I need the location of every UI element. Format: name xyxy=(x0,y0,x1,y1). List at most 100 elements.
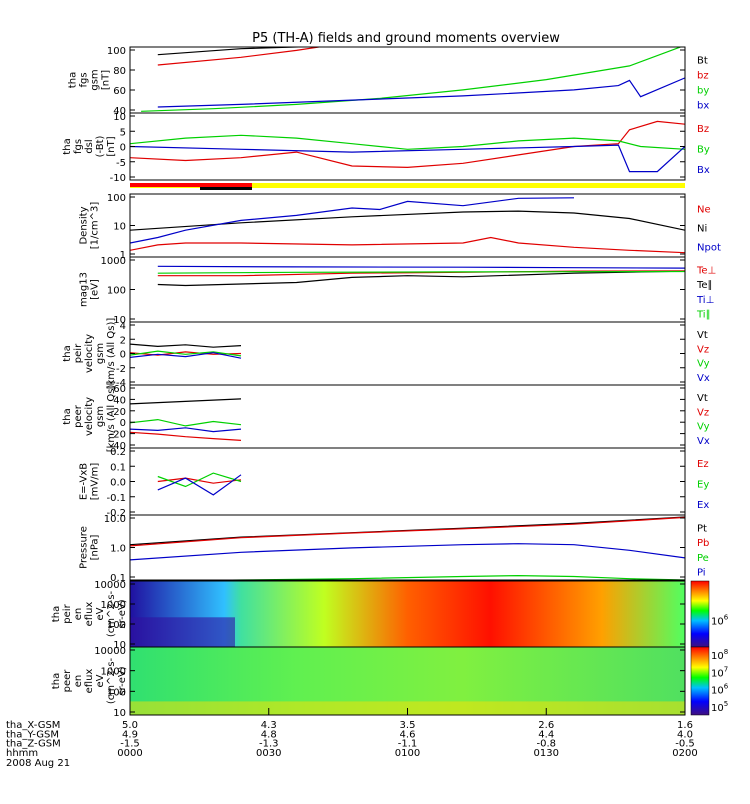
series-by xyxy=(141,47,683,112)
legend-label: Vt xyxy=(697,330,708,341)
series-bx xyxy=(130,144,685,173)
y-tick-label: -5 xyxy=(116,158,126,169)
y-axis-label: thapeirvelocitygsm[km/s (All Qs)] xyxy=(62,318,117,390)
y-axis-label: thafgsdsl(-Bt)[nT] xyxy=(62,135,117,157)
panel-frame xyxy=(129,112,686,181)
y-tick-label: 0.0 xyxy=(110,478,126,489)
quality-bar-red xyxy=(130,183,252,187)
series-vy xyxy=(130,350,242,357)
colorbar-tick-label: 106 xyxy=(711,683,729,697)
time-axis-value: 4.0 xyxy=(677,729,693,740)
time-axis-value: 0000 xyxy=(117,748,142,759)
y-tick-label: 0 xyxy=(120,418,126,429)
y-tick-label: 100 xyxy=(107,620,126,631)
legend-label: Vz xyxy=(697,344,709,355)
y-tick-label: 2 xyxy=(120,335,126,346)
y-axis-label: mag13[eV] xyxy=(79,272,101,307)
legend-label: Ex xyxy=(697,500,709,511)
time-axis-row-label: tha_X-GSM xyxy=(6,720,60,731)
time-axis: tha_X-GSM 5.0 4.3 3.5 2.6 1.6 tha_Y-GSM 4.9 4.8 4… xyxy=(6,708,698,769)
legend-label: Vx xyxy=(697,373,710,384)
legend-label: bx xyxy=(697,101,709,112)
legend-label: Bz xyxy=(697,124,709,135)
y-tick-label: 10.0 xyxy=(104,514,126,525)
series-pb xyxy=(130,516,685,547)
colorbar xyxy=(690,580,710,648)
time-axis-value: 0100 xyxy=(395,748,420,759)
y-tick-label: 10 xyxy=(113,708,126,719)
time-axis-row-label: tha_Y-GSM xyxy=(6,729,59,740)
time-axis-value: 1.6 xyxy=(677,720,693,731)
panel-1: Bt bz by bx 100 80 60 40 thafgsgsm[nT] xyxy=(68,46,710,117)
y-tick-label: 1000 xyxy=(101,256,126,267)
colorbar-tick-label: 105 xyxy=(711,700,728,714)
panel-frame xyxy=(129,46,686,114)
y-tick-label: 100 xyxy=(107,193,126,204)
legend-label: Ni xyxy=(697,224,707,235)
colorbar-tick-label: 107 xyxy=(711,665,728,679)
time-axis-value: 4.6 xyxy=(400,729,416,740)
panel-7: Ez Ey Ex 0.2 0.1 0.0 -0.1 -0.2 E=-VxB[mV/m] xyxy=(79,447,710,519)
y-tick-label: 1000 xyxy=(101,600,126,611)
y-tick-label: 80 xyxy=(113,66,126,77)
time-axis-value: -1.5 xyxy=(120,739,140,750)
y-tick-label: -0.1 xyxy=(106,493,126,504)
y-tick-label: 100 xyxy=(107,46,126,57)
legend-label: by xyxy=(697,86,709,97)
time-axis-value: 0200 xyxy=(672,748,697,759)
y-tick-label: 20 xyxy=(113,407,126,418)
y-tick-label: 100 xyxy=(107,687,126,698)
series-ex xyxy=(157,474,242,496)
panel-10: 108 107 106 105 10000 1000 100 10 thapeereneflux… xyxy=(51,646,729,719)
y-tick-label: 40 xyxy=(113,106,126,117)
panel-frame xyxy=(129,321,686,386)
time-axis-value: -1.1 xyxy=(398,739,418,750)
series-bx xyxy=(157,77,685,108)
legend-label: Vy xyxy=(697,422,710,433)
legend-label: Vz xyxy=(697,407,709,418)
time-axis-row-label: hhmm xyxy=(6,748,38,759)
time-axis-value: 3.5 xyxy=(400,720,416,731)
legend-label: Ti⊥ xyxy=(696,295,714,306)
y-tick-label: -0.2 xyxy=(106,508,126,519)
series-by xyxy=(130,134,685,150)
series-vz xyxy=(130,431,242,441)
panel-4: Te⊥ Te∥ Ti⊥ Ti∥ 1000 100 10 mag13[eV] xyxy=(79,256,717,326)
y-tick-label: 5 xyxy=(120,127,126,138)
time-axis-value: 0130 xyxy=(534,748,559,759)
panel-8: Pt Pb Pe Pi 10.0 1.0 0.1 Pressure[nPa] xyxy=(79,514,710,584)
time-axis-value: 2.6 xyxy=(538,720,554,731)
y-tick-label: 1000 xyxy=(101,667,126,678)
legend-label: Pb xyxy=(697,538,709,549)
series-ne xyxy=(130,236,685,254)
quality-bar-black xyxy=(200,187,252,190)
legend-label: Vy xyxy=(697,359,710,370)
panel-6: Vt Vz Vy Vx 6040200-20-40thapeervelocitygsm[… xyxy=(62,381,710,453)
y-tick-label: 1.0 xyxy=(110,544,126,555)
panel-3: Ne Ni Npot 100 10 1 Density[1/cm^3] xyxy=(79,193,721,261)
time-axis-row-label: tha_Z-GSM xyxy=(6,739,61,750)
series-ti xyxy=(157,265,685,269)
legend-label: Te⊥ xyxy=(696,265,716,276)
y-tick-label: 0.1 xyxy=(110,573,126,584)
time-axis-value: 4.4 xyxy=(538,729,554,740)
y-tick-label: 60 xyxy=(113,384,126,395)
y-tick-label: 0.2 xyxy=(110,447,126,458)
series-pi xyxy=(130,543,685,561)
y-tick-label: -10 xyxy=(110,173,126,184)
legend-label: Te∥ xyxy=(696,280,713,291)
time-axis-value: 4.8 xyxy=(261,729,277,740)
legend-label: Ne xyxy=(697,205,711,216)
panel-frame xyxy=(129,447,686,516)
y-tick-label: -40 xyxy=(110,441,126,452)
time-axis-value: 4.3 xyxy=(261,720,277,731)
series-ni xyxy=(130,210,685,231)
y-tick-label: -2 xyxy=(116,364,126,375)
y-tick-label: 40 xyxy=(113,395,126,406)
time-axis-value: -1.3 xyxy=(259,739,279,750)
y-axis-label: E=-VxB[mV/m] xyxy=(79,463,101,501)
time-axis-value: -0.5 xyxy=(675,739,695,750)
date-label: 2008 Aug 21 xyxy=(6,758,70,769)
